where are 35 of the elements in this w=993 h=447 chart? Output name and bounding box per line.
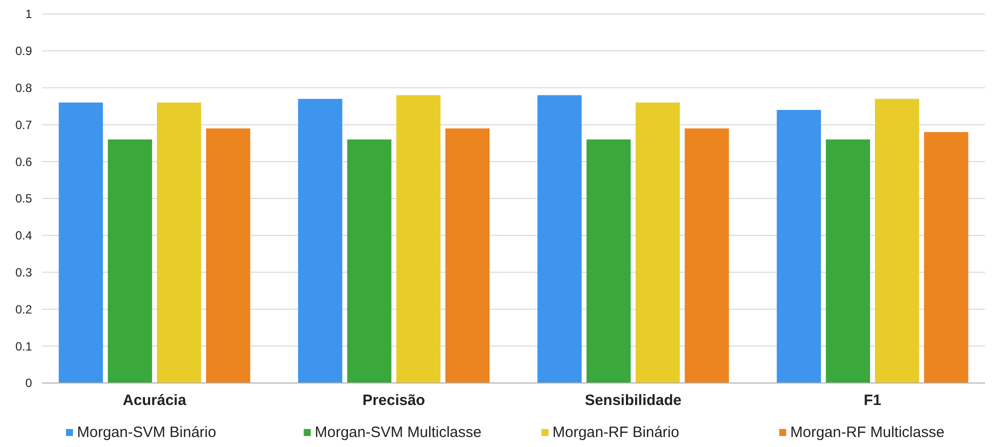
legend-label: Morgan-SVM Binário bbox=[77, 424, 216, 441]
bar bbox=[108, 139, 152, 383]
x-tick-label: Sensibilidade bbox=[584, 392, 682, 409]
y-tick-label: 0.9 bbox=[15, 44, 32, 58]
bar bbox=[156, 102, 202, 383]
y-tick-label: 0.7 bbox=[15, 118, 32, 132]
legend-label: Morgan-RF Binário bbox=[552, 424, 680, 441]
bar bbox=[636, 102, 680, 383]
bar bbox=[206, 128, 250, 383]
bar bbox=[586, 139, 631, 383]
bar bbox=[874, 98, 920, 383]
legend-label: Morgan-SVM Multiclasse bbox=[314, 424, 482, 441]
y-tick-label: 0.2 bbox=[15, 302, 32, 316]
y-tick-label: 0.8 bbox=[15, 81, 32, 95]
x-tick-label: Acurácia bbox=[122, 392, 187, 409]
y-tick-label: 0 bbox=[25, 376, 32, 390]
y-tick-label: 0.3 bbox=[15, 266, 32, 280]
bar bbox=[58, 102, 103, 383]
y-tick-label: 0.1 bbox=[15, 339, 32, 354]
bar bbox=[826, 139, 870, 383]
legend-label: Morgan-RF Multiclasse bbox=[790, 424, 944, 441]
y-tick-label: 0.6 bbox=[15, 154, 32, 169]
x-tick-label: Precisão bbox=[362, 392, 426, 409]
bar bbox=[924, 132, 968, 383]
bar bbox=[347, 139, 392, 383]
bar bbox=[298, 98, 342, 383]
y-tick-label: 0.4 bbox=[15, 228, 32, 243]
bar bbox=[684, 128, 729, 383]
bar bbox=[537, 95, 582, 383]
bar bbox=[396, 95, 440, 383]
x-tick-label: F1 bbox=[864, 392, 882, 409]
bar bbox=[445, 128, 490, 383]
y-tick-label: 1 bbox=[25, 7, 32, 22]
bar bbox=[776, 110, 821, 383]
y-tick-label: 0.5 bbox=[15, 192, 32, 206]
